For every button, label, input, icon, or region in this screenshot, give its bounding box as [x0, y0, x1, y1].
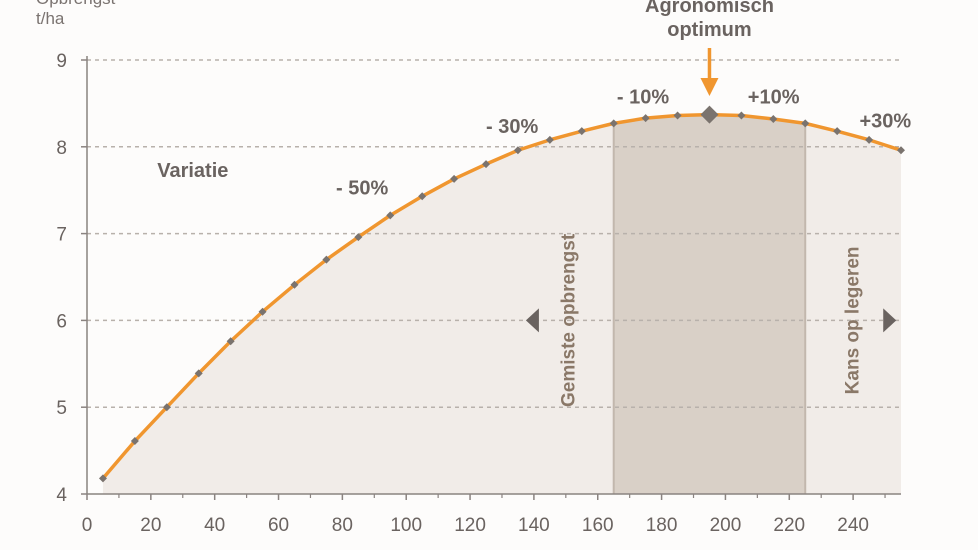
- data-point-115: [450, 174, 459, 183]
- vertical-label-1: Kans op legeren: [843, 246, 864, 394]
- data-point-245: [865, 135, 874, 144]
- x-tick-label-20: 20: [140, 515, 161, 536]
- annotation-3: - 10%: [617, 86, 669, 108]
- data-point-235: [833, 127, 842, 136]
- annotation-0: Variatie: [157, 160, 228, 182]
- y-tick-label-8: 8: [56, 138, 67, 159]
- optimum-arrow-head: [700, 78, 719, 96]
- data-point-125: [482, 160, 491, 169]
- x-tick-label-80: 80: [332, 515, 353, 536]
- x-tick-label-100: 100: [390, 515, 422, 536]
- axes-layer: 4 5 6 7 8 9 0 20 40 60 80 100 120 140 160 180 200 220 240: [56, 51, 901, 536]
- y-tick-label-5: 5: [56, 398, 67, 419]
- y-tick-label-9: 9: [56, 51, 67, 72]
- y-tick-label-6: 6: [56, 311, 67, 332]
- data-point-5: [98, 474, 107, 483]
- annotation-4: +10%: [748, 86, 800, 108]
- data-point-205: [737, 111, 746, 120]
- data-point-175: [641, 114, 650, 123]
- x-tick-label-0: 0: [82, 515, 93, 536]
- data-point-65: [290, 280, 299, 289]
- annotation-2: - 30%: [486, 116, 538, 138]
- x-tick-label-60: 60: [268, 515, 289, 536]
- side-arrow-right: [883, 308, 897, 333]
- data-point-85: [354, 233, 363, 242]
- data-point-95: [386, 211, 395, 220]
- x-tick-label-220: 220: [773, 515, 805, 536]
- x-tick-label-40: 40: [204, 515, 225, 536]
- y-tick-label-4: 4: [56, 485, 67, 506]
- data-point-25: [162, 403, 171, 412]
- optimum-label-line-2: optimum: [667, 19, 751, 41]
- x-tick-label-160: 160: [582, 515, 614, 536]
- annotation-5: +30%: [860, 111, 912, 133]
- data-point-45: [226, 337, 235, 346]
- data-point-55: [258, 307, 267, 316]
- x-tick-label-140: 140: [518, 515, 550, 536]
- data-point-15: [130, 437, 139, 446]
- y-axis-label-line-1: Opbrengst: [36, 0, 116, 8]
- area-layer: [102, 114, 901, 495]
- annotation-1: - 50%: [336, 178, 388, 200]
- data-point-75: [322, 255, 331, 264]
- labels-layer: Opbrengst t/ha Agronomisch optimum Varia…: [36, 0, 911, 407]
- data-point-225: [801, 119, 810, 128]
- shaded-optimum-region: [613, 114, 806, 495]
- data-point-215: [769, 115, 778, 124]
- side-arrow-left: [525, 308, 539, 333]
- optimum-point: [700, 105, 719, 124]
- data-point-35: [194, 369, 203, 378]
- x-tick-label-200: 200: [710, 515, 742, 536]
- data-point-255: [897, 146, 905, 155]
- data-point-185: [673, 111, 682, 120]
- series-layer: [98, 48, 905, 483]
- vertical-label-0: Gemiste opbrengst: [559, 233, 580, 407]
- data-point-165: [609, 119, 618, 128]
- data-point-105: [418, 192, 427, 201]
- yield-curve-line: [101, 112, 903, 481]
- x-tick-label-240: 240: [837, 515, 869, 536]
- data-point-145: [545, 135, 554, 144]
- x-tick-label-120: 120: [454, 515, 486, 536]
- x-tick-label-180: 180: [646, 515, 678, 536]
- optimum-label-line-1: Agronomisch: [645, 0, 774, 17]
- y-axis-label-line-2: t/ha: [36, 9, 65, 28]
- data-point-155: [577, 127, 586, 136]
- data-point-135: [513, 146, 522, 155]
- y-tick-label-7: 7: [56, 225, 67, 246]
